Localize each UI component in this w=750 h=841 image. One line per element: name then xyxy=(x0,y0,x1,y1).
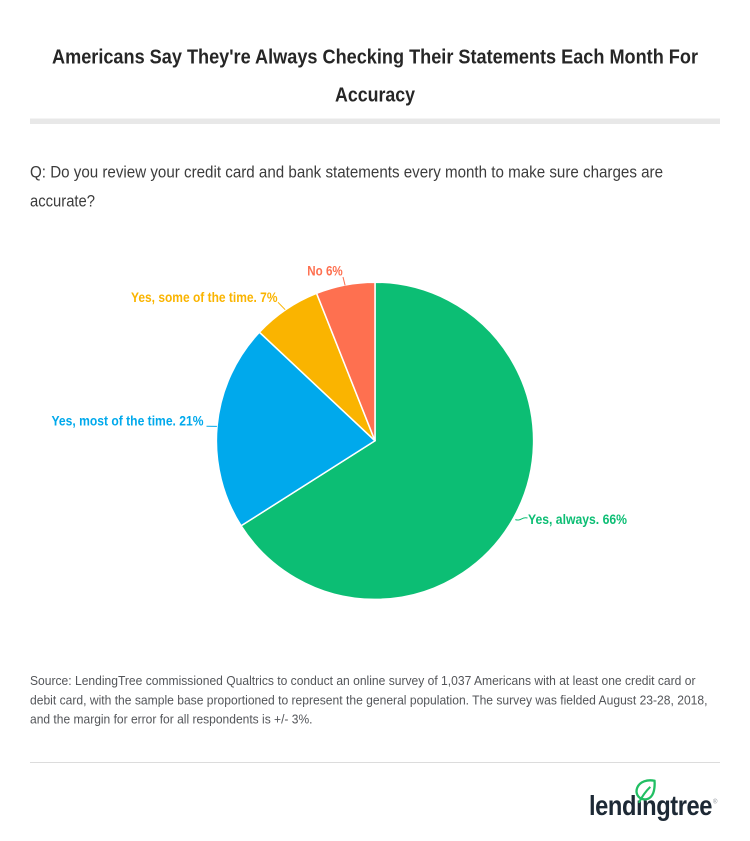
svg-text:Q: Do you review your credit c: Q: Do you review your credit card and ba… xyxy=(30,164,663,182)
svg-text:Accuracy: Accuracy xyxy=(335,84,416,107)
svg-text:debit card, with the sample ba: debit card, with the sample base proport… xyxy=(30,693,708,707)
svg-text:No 6%: No 6% xyxy=(307,263,342,278)
svg-text:Yes, most of the time. 21%: Yes, most of the time. 21% xyxy=(52,414,204,429)
svg-text:Yes, always. 66%: Yes, always. 66% xyxy=(528,512,627,527)
svg-text:®: ® xyxy=(713,799,718,806)
svg-text:Source: LendingTree commission: Source: LendingTree commissioned Qualtri… xyxy=(30,674,696,688)
svg-text:Americans Say They're Always C: Americans Say They're Always Checking Th… xyxy=(52,45,698,68)
svg-text:and the margin for error for a: and the margin for error for all respond… xyxy=(30,713,313,727)
svg-text:Yes, some of the time. 7%: Yes, some of the time. 7% xyxy=(131,290,278,305)
svg-text:accurate?: accurate? xyxy=(30,192,95,210)
